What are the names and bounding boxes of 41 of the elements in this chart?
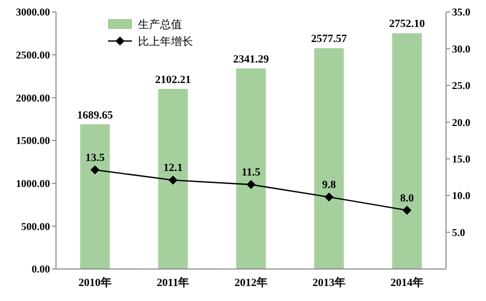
- y-tick-label: 2000.00: [16, 93, 50, 104]
- data-label: 11.5: [242, 166, 261, 179]
- bar: [158, 88, 188, 269]
- data-label: 2341.29: [233, 53, 270, 66]
- bar: [392, 33, 422, 269]
- data-label: 2752.10: [389, 18, 426, 30]
- bar: [314, 48, 344, 269]
- legend-label: 生产总值: [138, 18, 182, 31]
- y2-tick-label: 20.0: [452, 118, 470, 129]
- y-tick-label: 3000.00: [16, 8, 50, 19]
- data-label: 9.8: [322, 179, 336, 192]
- y2-tick-label: 25.0: [452, 81, 470, 92]
- y2-tick-label: 15.0: [452, 154, 470, 166]
- point: [246, 180, 256, 190]
- y-tick-label: 0.00: [32, 264, 50, 276]
- y2-tick-label: 10.0: [452, 191, 470, 202]
- data-label: 1689.65: [77, 109, 114, 122]
- legend-label: 比上年增长: [138, 34, 193, 48]
- y-tick-label: 500.00: [21, 222, 50, 233]
- y-tick-label: 1000.00: [16, 179, 50, 190]
- y2-tick-label: 5.0: [452, 228, 466, 239]
- x-tick-label: 2011年: [156, 276, 190, 289]
- x-tick-label: 2014年: [390, 276, 424, 289]
- y2-tick-label: 30.0: [452, 44, 470, 56]
- y-tick-label: 1500.00: [16, 136, 50, 148]
- bar: [80, 124, 110, 269]
- bar: [236, 68, 266, 269]
- data-label: 13.5: [85, 152, 106, 164]
- data-label: 2102.21: [155, 74, 191, 86]
- x-tick-label: 2012年: [234, 276, 268, 289]
- y-tick-label: 2500.00: [16, 50, 50, 62]
- point: [168, 176, 178, 185]
- x-tick-label: 2010年: [78, 276, 112, 289]
- point: [402, 206, 412, 215]
- data-label: 12.1: [163, 162, 183, 174]
- data-label: 2577.57: [311, 33, 348, 46]
- point: [90, 165, 100, 174]
- data-label: 8.0: [400, 192, 414, 204]
- point: [324, 192, 334, 202]
- x-tick-label: 2013年: [312, 276, 346, 289]
- y2-tick-label: 35.0: [452, 8, 470, 19]
